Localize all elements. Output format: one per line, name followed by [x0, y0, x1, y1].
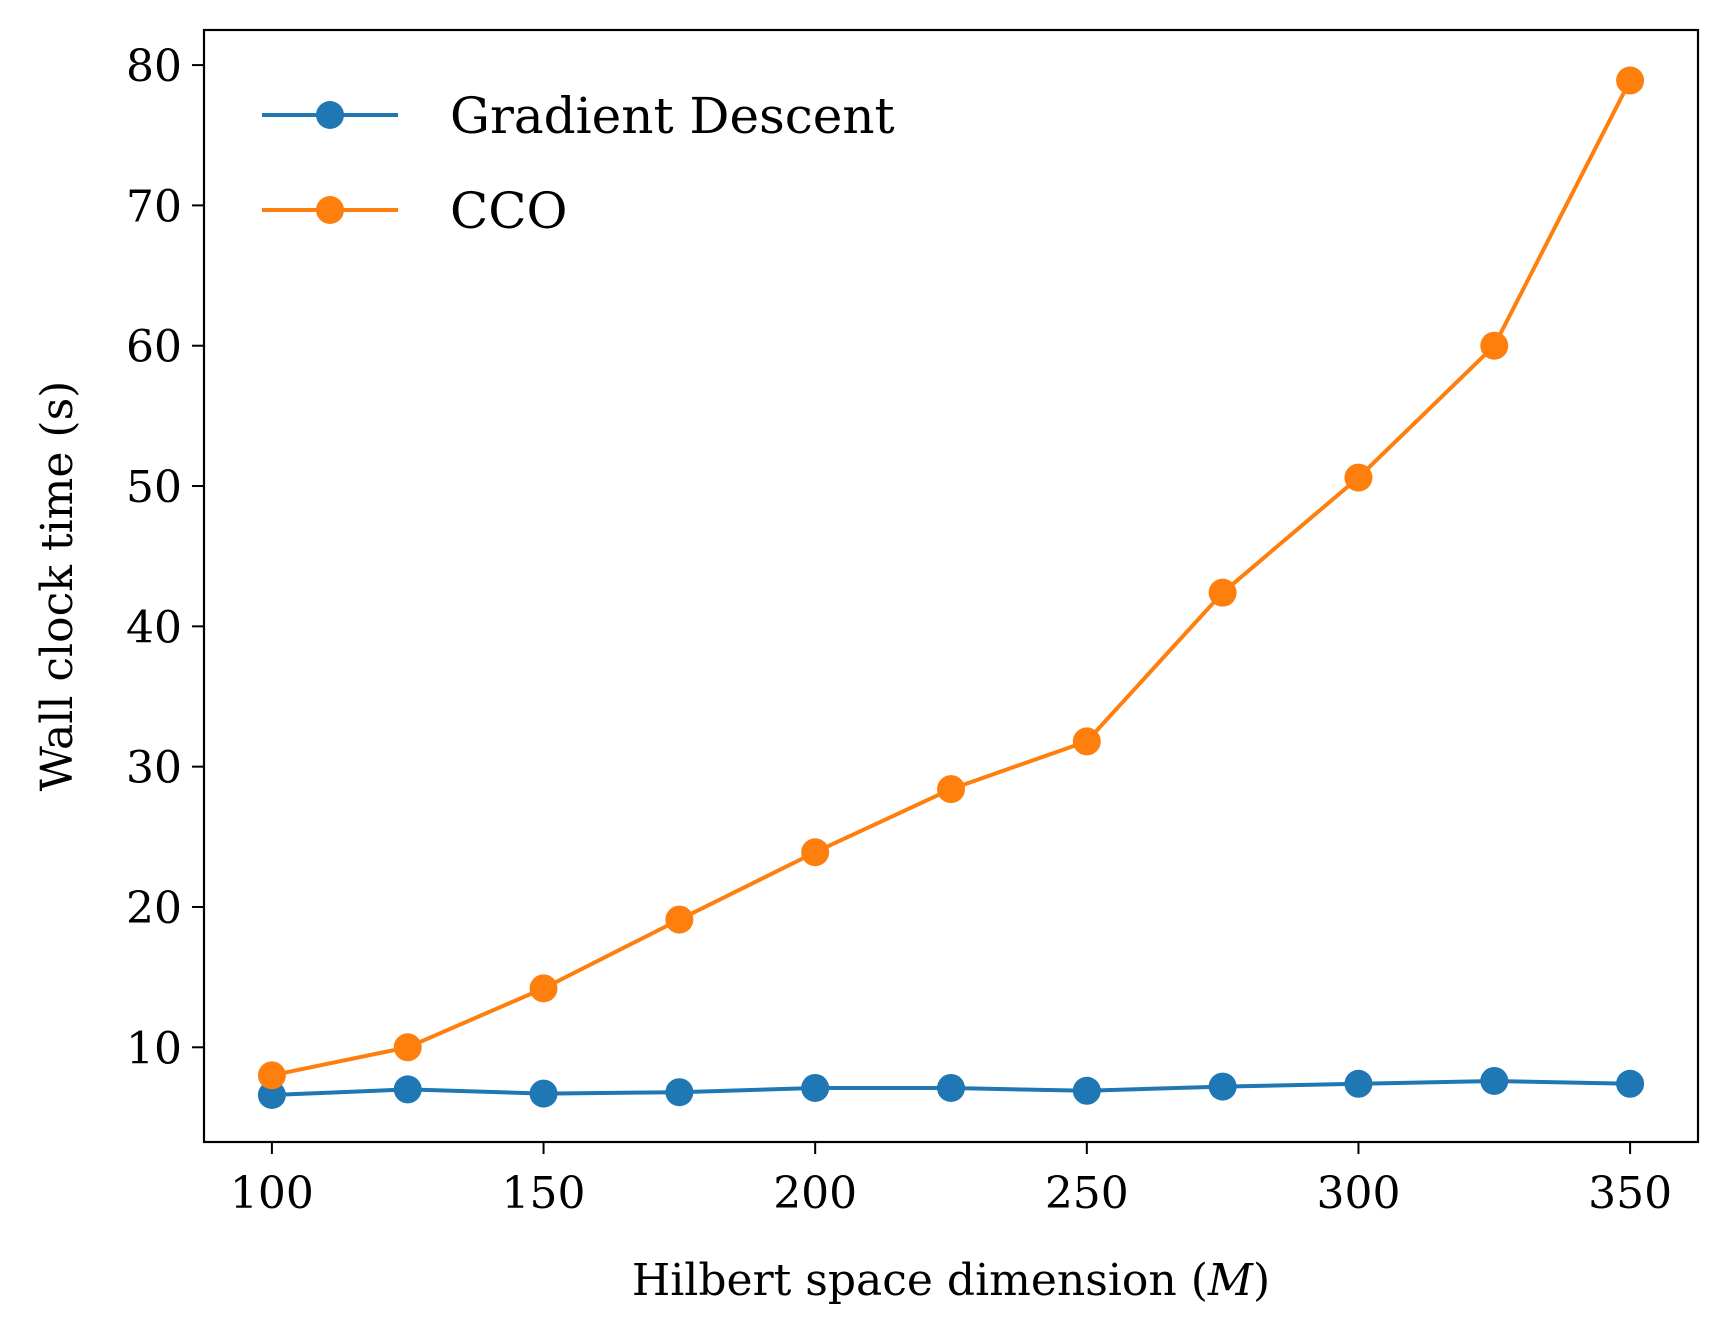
point-cco-150 — [529, 974, 558, 1003]
legend-label-cco: CCO — [450, 182, 568, 240]
plot-frame — [202, 28, 1700, 1144]
x-tick-label-350: 350 — [1588, 1168, 1672, 1219]
y-tick-label-80: 80 — [126, 41, 182, 92]
x-tick-label-300: 300 — [1316, 1168, 1400, 1219]
x-tick-label-150: 150 — [502, 1168, 586, 1219]
point-cco-275 — [1208, 578, 1237, 607]
legend-label-gradient-descent: Gradient Descent — [450, 87, 895, 145]
y-tick-label-10: 10 — [126, 1023, 182, 1074]
series-cco — [257, 66, 1645, 1090]
point-gradient-descent-200 — [801, 1073, 830, 1102]
y-tick-label-70: 70 — [126, 181, 182, 232]
x-axis-label: Hilbert space dimension (M) — [632, 1255, 1270, 1306]
y-tick-label-20: 20 — [126, 883, 182, 934]
series-gradient-descent — [257, 1066, 1645, 1109]
point-cco-175 — [665, 905, 694, 934]
y-tick-label-40: 40 — [126, 602, 182, 653]
point-gradient-descent-275 — [1208, 1072, 1237, 1101]
point-gradient-descent-300 — [1344, 1069, 1373, 1098]
point-gradient-descent-225 — [937, 1073, 965, 1102]
point-cco-100 — [257, 1061, 286, 1090]
legend-entry-gradient-descent: Gradient Descent — [262, 87, 895, 145]
y-tick-label-60: 60 — [126, 322, 182, 373]
point-gradient-descent-350 — [1616, 1069, 1645, 1098]
plot-background — [204, 30, 1698, 1142]
point-gradient-descent-325 — [1480, 1066, 1509, 1095]
legend-entry-cco: CCO — [262, 182, 568, 240]
point-cco-225 — [937, 775, 965, 804]
legend-marker-gradient-descent — [316, 101, 344, 129]
y-tick-label-50: 50 — [126, 462, 182, 513]
point-cco-300 — [1344, 463, 1373, 492]
point-cco-125 — [393, 1033, 422, 1062]
point-cco-200 — [801, 838, 830, 867]
y-tick-label-30: 30 — [126, 743, 182, 794]
point-gradient-descent-250 — [1072, 1076, 1101, 1105]
point-gradient-descent-100 — [257, 1080, 286, 1109]
point-cco-325 — [1480, 331, 1509, 360]
point-cco-350 — [1616, 66, 1645, 95]
x-axis: 100 150 200 250 300 350 — [230, 1142, 1672, 1219]
point-gradient-descent-150 — [529, 1079, 558, 1108]
x-tick-label-200: 200 — [773, 1168, 857, 1219]
point-gradient-descent-125 — [393, 1075, 422, 1104]
legend-marker-cco — [316, 196, 344, 224]
point-gradient-descent-175 — [665, 1078, 694, 1107]
series-layer — [257, 66, 1645, 1109]
point-cco-250 — [1072, 727, 1101, 756]
y-axis-label: Wall clock time (s) — [32, 381, 83, 792]
legend: Gradient Descent CCO — [262, 87, 895, 240]
x-tick-label-250: 250 — [1045, 1168, 1129, 1219]
y-axis: 10 20 30 40 50 60 70 80 — [126, 41, 204, 1074]
x-tick-label-100: 100 — [230, 1168, 314, 1219]
